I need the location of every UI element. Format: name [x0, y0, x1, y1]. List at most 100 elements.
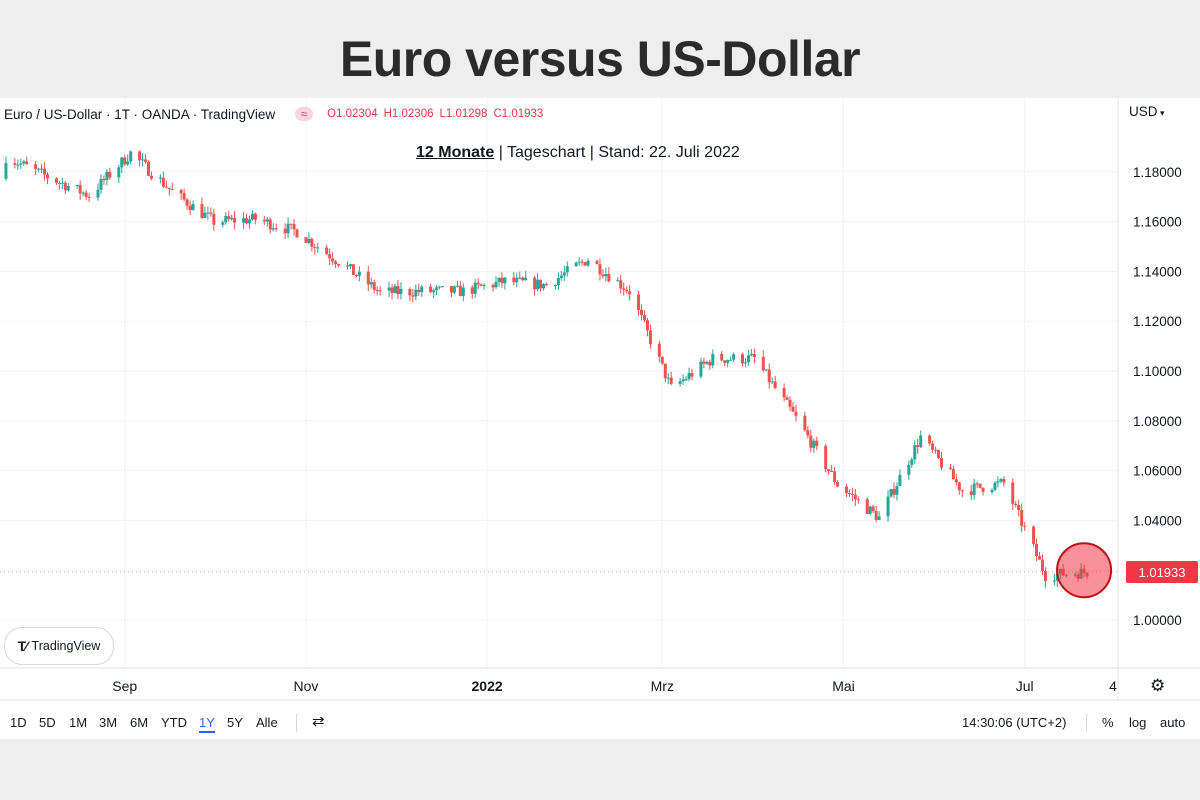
candle-body [212, 213, 216, 225]
auto-toggle[interactable]: auto [1160, 715, 1186, 730]
range-1y[interactable]: 1Y [199, 715, 215, 733]
range-ytd[interactable]: YTD [161, 715, 187, 730]
toolbar-divider [1086, 714, 1087, 732]
candle-body [827, 469, 831, 471]
tradingview-logo[interactable]: T⁄ TradingView [4, 627, 114, 665]
candle-body [749, 353, 753, 356]
candle-body [892, 489, 896, 495]
chart-canvas[interactable]: 1.000001.020001.040001.060001.080001.100… [0, 98, 1200, 739]
symbol-name[interactable]: Euro / US-Dollar · 1T · OANDA · TradingV… [4, 106, 276, 122]
candle-body [369, 282, 373, 285]
candle-body [951, 469, 955, 480]
clock-time[interactable]: 14:30:06 (UTC+2) [962, 715, 1067, 730]
range-3m[interactable]: 3M [99, 715, 118, 730]
candle-body [102, 178, 106, 181]
candle-body [803, 415, 807, 431]
candle-body [357, 271, 361, 276]
range-1d[interactable]: 1D [10, 715, 27, 730]
range-6m[interactable]: 6M [130, 715, 149, 730]
candle-body [954, 479, 958, 483]
candle-body [476, 282, 480, 285]
range-5d[interactable]: 5D [39, 715, 56, 730]
candle-body [993, 482, 997, 490]
candle-body [559, 275, 563, 279]
candle-body [957, 482, 961, 491]
candle-body [791, 406, 795, 412]
candle-body [328, 254, 332, 259]
candle-body [850, 493, 854, 495]
candle-body [54, 178, 58, 183]
x-tick-label: Mrz [651, 678, 674, 694]
candle-body [209, 212, 213, 214]
candle-body [907, 464, 911, 475]
x-tick-label: 4 [1109, 678, 1117, 694]
candle-body [4, 163, 8, 179]
candle-body [455, 285, 459, 287]
candle-body [182, 193, 186, 200]
y-tick-label: 1.08000 [1133, 414, 1182, 429]
candle-body [66, 186, 70, 191]
candle-body [497, 277, 501, 282]
percent-toggle[interactable]: % [1102, 715, 1114, 730]
candle-body [200, 203, 204, 218]
candle-body [438, 286, 442, 288]
candle-body [147, 161, 151, 176]
candle-body [1043, 571, 1047, 581]
candle-body [556, 278, 560, 286]
candle-body [310, 238, 314, 247]
candle-body [580, 261, 584, 263]
x-tick-label: Jul [1016, 678, 1034, 694]
candle-body [158, 177, 162, 179]
date-range-icon[interactable]: ⇄ [312, 713, 325, 730]
candle-body [975, 483, 979, 485]
candle-body [669, 377, 673, 384]
candle-body [170, 189, 174, 191]
candle-body [43, 168, 47, 175]
candle-body [461, 287, 465, 297]
candle-body [913, 445, 917, 460]
candle-body [250, 213, 254, 220]
candle-body [435, 287, 439, 291]
candle-body [916, 445, 920, 448]
candle-body [1040, 559, 1044, 572]
candle-body [292, 224, 296, 230]
ohlc-high: H1.02306 [383, 108, 434, 120]
candle-body [57, 182, 61, 184]
range-1m[interactable]: 1M [69, 715, 88, 730]
wave-icon[interactable]: ≈ [295, 107, 314, 121]
candle-body [601, 274, 605, 277]
log-toggle[interactable]: log [1129, 715, 1147, 730]
gear-icon[interactable]: ⚙ [1150, 676, 1166, 695]
candle-body [919, 435, 923, 448]
candle-body [628, 291, 632, 295]
ohlc-open: O1.02304 [327, 108, 378, 120]
y-tick-label: 1.12000 [1133, 314, 1182, 329]
candle-body [37, 168, 41, 170]
bottom-toolbar: 1D 5D 1M 3M 6M YTD 1Y 5Y Alle ⇄ 14:30:06… [0, 706, 1200, 738]
range-all[interactable]: Alle [256, 715, 278, 730]
logo-text: TradingView [31, 639, 101, 653]
candle-body [836, 481, 840, 487]
banner-title: Euro versus US-Dollar [339, 31, 861, 87]
candle-body [164, 186, 168, 188]
candle-body [1035, 543, 1039, 557]
candle-body [741, 354, 745, 364]
candle-body [726, 360, 730, 363]
candle-body [999, 479, 1003, 482]
subtitle-rest: | Tageschart | Stand: 22. Juli 2022 [494, 144, 740, 161]
candle-body [334, 261, 338, 265]
range-5y[interactable]: 5Y [227, 715, 243, 730]
symbol-legend: Euro / US-Dollar · 1T · OANDA · TradingV… [4, 106, 549, 122]
currency-button[interactable]: USD ▾ [1129, 104, 1165, 119]
candle-body [607, 274, 611, 282]
currency-label[interactable]: USD [1129, 104, 1158, 119]
chart-subtitle: 12 Monate | Tageschart | Stand: 22. Juli… [416, 144, 740, 162]
y-tick-label: 1.06000 [1133, 464, 1182, 479]
chart-panel[interactable]: 1.000001.020001.040001.060001.080001.100… [0, 98, 1200, 739]
candle-body [752, 353, 756, 358]
last-price-badge: 1.01933 [1126, 561, 1198, 583]
candle-body [60, 182, 64, 184]
candle-body [268, 219, 272, 230]
candle-body [1052, 580, 1056, 582]
candle-body [19, 163, 23, 165]
